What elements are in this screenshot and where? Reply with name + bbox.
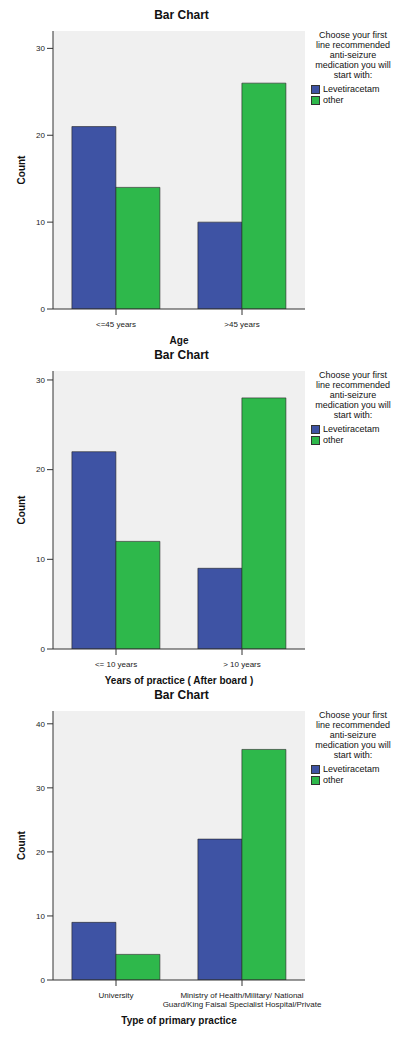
- html-text:Levetiracetam: Levetiracetam: [323, 84, 380, 94]
- html-text:Choose your first line recomme: Choose your first line recommended anti-…: [315, 370, 391, 420]
- html-text:Bar Chart: Bar Chart: [154, 688, 209, 702]
- svg-text:<= 10 years: <= 10 years: [95, 660, 137, 669]
- svg-text:University: University: [98, 991, 133, 1000]
- svg-text:20: 20: [36, 848, 45, 857]
- svg-text:Count: Count: [16, 155, 27, 185]
- svg-text:<=45 years: <=45 years: [96, 320, 136, 329]
- svg-text:0: 0: [41, 645, 46, 654]
- html-text:Levetiracetam: Levetiracetam: [323, 764, 380, 774]
- html-text:Bar Chart: Bar Chart: [154, 8, 209, 22]
- svg-text:20: 20: [36, 131, 45, 140]
- html-text:other: other: [323, 95, 344, 105]
- html-text:Bar Chart: Bar Chart: [154, 348, 209, 362]
- svg-text:Years of practice ( After boar: Years of practice ( After board ): [105, 675, 254, 686]
- html-text:Levetiracetam: Levetiracetam: [323, 424, 380, 434]
- svg-text:10: 10: [36, 555, 45, 564]
- svg-text:> 10 years: > 10 years: [223, 660, 261, 669]
- svg-text:0: 0: [41, 976, 46, 985]
- svg-text:0: 0: [41, 305, 46, 314]
- html-text:other: other: [323, 775, 344, 785]
- svg-text:10: 10: [36, 912, 45, 921]
- svg-text:>45 years: >45 years: [224, 320, 259, 329]
- svg-text:Type of primary practice: Type of primary practice: [121, 1015, 237, 1026]
- html-text:Choose your first line recomme: Choose your first line recommended anti-…: [315, 710, 391, 760]
- svg-text:Ministry of Health/Military/ N: Ministry of Health/Military/ NationalGua…: [163, 991, 322, 1009]
- svg-text:Age: Age: [170, 335, 189, 346]
- svg-text:30: 30: [36, 44, 45, 53]
- svg-text:30: 30: [36, 784, 45, 793]
- svg-text:Count: Count: [16, 495, 27, 525]
- svg-text:40: 40: [36, 720, 45, 729]
- html-text:other: other: [323, 435, 344, 445]
- html-text:Choose your first line recomme: Choose your first line recommended anti-…: [315, 30, 391, 80]
- svg-text:20: 20: [36, 465, 45, 474]
- svg-text:30: 30: [36, 376, 45, 385]
- svg-text:10: 10: [36, 218, 45, 227]
- svg-text:Count: Count: [16, 830, 27, 860]
